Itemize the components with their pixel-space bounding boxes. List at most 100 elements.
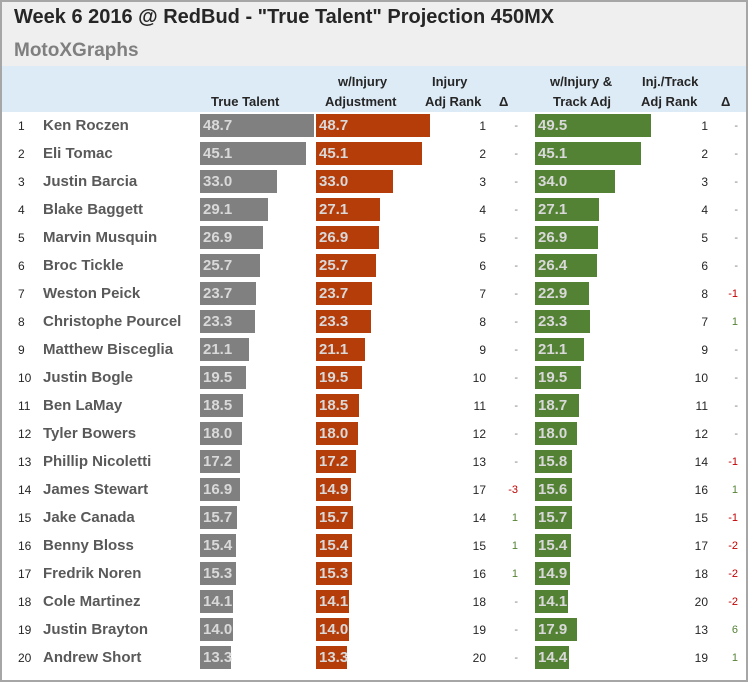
rider-name: Matthew Bisceglia <box>43 341 174 358</box>
injury-adj-delta: - <box>514 232 518 244</box>
track-adj-bar <box>535 646 569 669</box>
rider-name: Ken Roczen <box>43 117 129 134</box>
track-adj-value: 17.9 <box>538 621 568 638</box>
track-adj-rank: 6 <box>701 259 708 273</box>
header-injury-rank-line2: Adj Rank <box>425 94 482 109</box>
track-adj-bar <box>535 478 572 501</box>
injury-adj-rank: 1 <box>479 119 486 133</box>
track-adj-delta: 1 <box>731 652 738 664</box>
row-number: 10 <box>18 371 32 385</box>
injury-adj-rank: 16 <box>472 567 486 581</box>
injury-adj-bar <box>316 310 371 333</box>
track-adj-delta: -1 <box>728 288 738 300</box>
injury-adj-bar <box>316 506 353 529</box>
injury-adj-value: 14.9 <box>319 481 349 498</box>
rider-name: Weston Peick <box>43 285 141 302</box>
row-number: 4 <box>18 203 25 217</box>
track-adj-bar <box>535 170 615 193</box>
rider-name: Blake Baggett <box>43 201 144 218</box>
track-adj-bar <box>535 506 572 529</box>
track-adj-bar <box>535 618 577 641</box>
row-number: 16 <box>18 539 32 553</box>
row-number: 14 <box>18 483 32 497</box>
injury-adj-delta: - <box>514 120 518 132</box>
injury-adj-value: 23.3 <box>319 313 349 330</box>
track-adj-value: 49.5 <box>538 117 568 134</box>
injury-adj-value: 14.0 <box>319 621 349 638</box>
track-adj-rank: 7 <box>701 315 708 329</box>
header-injury-adj-line2: Adjustment <box>325 94 397 109</box>
injury-adj-value: 18.0 <box>319 425 349 442</box>
header-track-rank-line1: Inj./Track <box>642 74 699 89</box>
track-adj-rank: 5 <box>701 231 708 245</box>
true-talent-value: 33.0 <box>203 173 233 190</box>
injury-adj-value: 33.0 <box>319 173 349 190</box>
injury-adj-rank: 8 <box>479 315 486 329</box>
rider-name: Phillip Nicoletti <box>43 453 152 470</box>
injury-adj-delta: 1 <box>511 512 518 524</box>
true-talent-value: 18.0 <box>203 425 233 442</box>
track-adj-bar <box>535 590 569 613</box>
true-talent-bar <box>200 646 232 669</box>
injury-adj-value: 26.9 <box>319 229 349 246</box>
injury-adj-value: 17.2 <box>319 453 349 470</box>
track-adj-rank: 10 <box>694 371 708 385</box>
injury-adj-delta: - <box>514 624 518 636</box>
injury-adj-bar <box>316 534 353 557</box>
track-adj-bar <box>535 198 599 221</box>
injury-adj-bar <box>316 282 372 305</box>
injury-adj-rank: 17 <box>472 483 486 497</box>
injury-adj-rank: 20 <box>472 651 486 665</box>
track-adj-value: 15.8 <box>538 453 568 470</box>
injury-adj-bar <box>316 366 362 389</box>
true-talent-value: 21.1 <box>203 341 233 358</box>
track-adj-rank: 20 <box>694 595 708 609</box>
track-adj-value: 15.6 <box>538 481 568 498</box>
true-talent-value: 25.7 <box>203 257 233 274</box>
track-adj-delta: -1 <box>728 512 738 524</box>
injury-adj-rank: 7 <box>479 287 486 301</box>
track-adj-rank: 14 <box>694 455 708 469</box>
true-talent-bar <box>200 506 237 529</box>
track-adj-bar <box>535 282 589 305</box>
true-talent-bar <box>200 254 261 277</box>
true-talent-bar <box>200 394 244 417</box>
rider-name: Broc Tickle <box>43 257 124 274</box>
header-injury-rank-line1: Injury <box>432 74 468 89</box>
track-adj-bar <box>535 226 599 249</box>
true-talent-bar <box>200 282 256 305</box>
rider-name: Eli Tomac <box>43 145 113 162</box>
header-track-rank-line2: Adj Rank <box>641 94 698 109</box>
track-adj-delta: - <box>734 428 738 440</box>
header-track-adj-line2: Track Adj <box>553 94 612 109</box>
row-number: 5 <box>18 231 25 245</box>
true-talent-value: 15.7 <box>203 509 233 526</box>
injury-adj-bar <box>316 646 348 669</box>
track-adj-delta: - <box>734 400 738 412</box>
column-header-band <box>2 66 746 112</box>
true-talent-value: 15.3 <box>203 565 233 582</box>
rider-name: Andrew Short <box>43 649 142 666</box>
true-talent-value: 13.3 <box>203 649 233 666</box>
track-adj-value: 18.0 <box>538 425 568 442</box>
injury-adj-value: 48.7 <box>319 117 349 134</box>
injury-adj-bar <box>316 114 431 137</box>
injury-adj-value: 25.7 <box>319 257 349 274</box>
track-adj-rank: 12 <box>694 427 708 441</box>
row-number: 15 <box>18 511 32 525</box>
track-adj-value: 34.0 <box>538 173 568 190</box>
track-adj-bar <box>535 422 578 445</box>
injury-adj-rank: 18 <box>472 595 486 609</box>
true-talent-bar <box>200 198 269 221</box>
true-talent-value: 18.5 <box>203 397 233 414</box>
true-talent-value: 14.0 <box>203 621 233 638</box>
injury-adj-rank: 10 <box>472 371 486 385</box>
track-adj-rank: 16 <box>694 483 708 497</box>
injury-adj-bar <box>316 590 350 613</box>
true-talent-value: 19.5 <box>203 369 233 386</box>
injury-adj-value: 27.1 <box>319 201 349 218</box>
true-talent-bar <box>200 366 246 389</box>
rider-name: Justin Bogle <box>43 369 134 386</box>
track-adj-delta: 6 <box>731 624 738 636</box>
injury-adj-value: 15.3 <box>319 565 349 582</box>
